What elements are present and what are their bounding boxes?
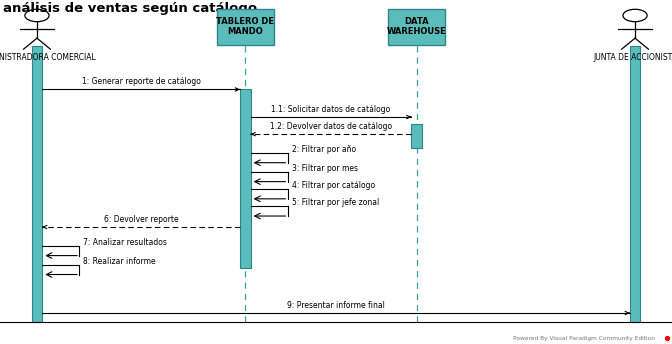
Text: TABLERO DE
MANDO: TABLERO DE MANDO xyxy=(216,17,274,36)
Text: 4: Filtrar por catálogo: 4: Filtrar por catálogo xyxy=(292,181,375,190)
Text: 1.2: Devolver datos de catálogo: 1.2: Devolver datos de catálogo xyxy=(270,122,392,131)
Text: 1.1: Solicitar datos de catálogo: 1.1: Solicitar datos de catálogo xyxy=(271,105,390,114)
Bar xyxy=(630,46,640,322)
Bar xyxy=(240,89,251,268)
Text: 3: Filtrar por mes: 3: Filtrar por mes xyxy=(292,164,358,173)
Text: 7: Analizar resultados: 7: Analizar resultados xyxy=(83,238,167,247)
Text: JUNTA DE ACCIONISTA: JUNTA DE ACCIONISTA xyxy=(593,53,672,62)
Text: ADMINISTRADORA COMERCIAL: ADMINISTRADORA COMERCIAL xyxy=(0,53,95,62)
Text: 2: Filtrar por año: 2: Filtrar por año xyxy=(292,145,355,154)
Text: 8: Realizar informe: 8: Realizar informe xyxy=(83,257,156,266)
Bar xyxy=(411,124,422,148)
Text: análisis de ventas según catálogo: análisis de ventas según catálogo xyxy=(3,2,257,15)
Bar xyxy=(32,46,42,322)
Bar xyxy=(216,9,274,45)
Text: 5: Filtrar por jefe zonal: 5: Filtrar por jefe zonal xyxy=(292,198,379,207)
Text: 1: Generar reporte de catálogo: 1: Generar reporte de catálogo xyxy=(82,77,200,86)
Text: 9: Presentar informe final: 9: Presentar informe final xyxy=(287,301,385,310)
Bar xyxy=(388,9,445,45)
Text: 6: Devolver reporte: 6: Devolver reporte xyxy=(103,215,179,224)
Text: DATA
WAREHOUSE: DATA WAREHOUSE xyxy=(387,17,446,36)
Text: Powered By Visual Paradigm Community Edition: Powered By Visual Paradigm Community Edi… xyxy=(513,335,655,341)
